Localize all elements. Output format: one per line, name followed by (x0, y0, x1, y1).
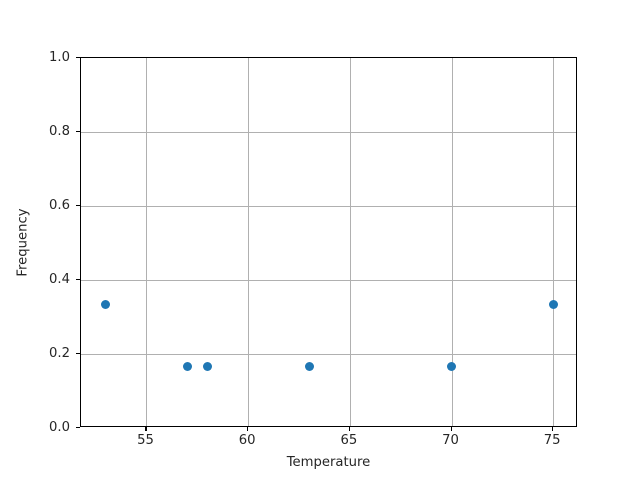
y-tick-mark (76, 279, 80, 281)
x-gridline (146, 58, 148, 426)
x-tick-mark (145, 427, 147, 431)
y-gridline (81, 206, 576, 207)
x-tick-label: 60 (238, 433, 256, 448)
x-axis-label: Temperature (286, 455, 371, 470)
x-gridline (349, 58, 351, 426)
x-tick-label: 55 (137, 433, 154, 448)
x-tick-label: 70 (442, 433, 459, 448)
y-axis-label: Frequency (15, 57, 31, 427)
y-tick-label: 0.4 (49, 271, 70, 287)
x-tick-mark (552, 427, 554, 431)
plot-area (80, 57, 577, 427)
data-point (101, 300, 111, 310)
x-gridline (248, 58, 250, 426)
y-gridline (81, 280, 576, 281)
data-point (202, 361, 212, 371)
x-tick-mark (247, 427, 249, 431)
x-tick-label: 65 (340, 433, 358, 448)
y-tick-mark (76, 131, 80, 133)
y-tick-label: 0.8 (49, 123, 70, 139)
y-axis-label-text: Frequency (15, 207, 31, 277)
x-gridline (451, 58, 453, 426)
y-gridline (81, 354, 576, 355)
data-point (182, 361, 192, 371)
y-tick-label: 1.0 (49, 49, 70, 65)
y-tick-label: 0.6 (49, 197, 70, 213)
x-tick-mark (348, 427, 350, 431)
y-gridline (81, 132, 576, 133)
x-tick-mark (450, 427, 452, 431)
data-point (304, 361, 314, 371)
y-tick-label: 0.0 (49, 419, 70, 435)
x-tick-label: 75 (543, 433, 561, 448)
data-point (548, 300, 558, 310)
x-gridline (553, 58, 555, 426)
y-tick-mark (76, 353, 80, 355)
y-tick-mark (76, 205, 80, 207)
y-tick-mark (76, 57, 80, 59)
y-tick-mark (76, 427, 80, 429)
data-point (447, 361, 456, 371)
y-tick-label: 0.2 (49, 345, 70, 361)
